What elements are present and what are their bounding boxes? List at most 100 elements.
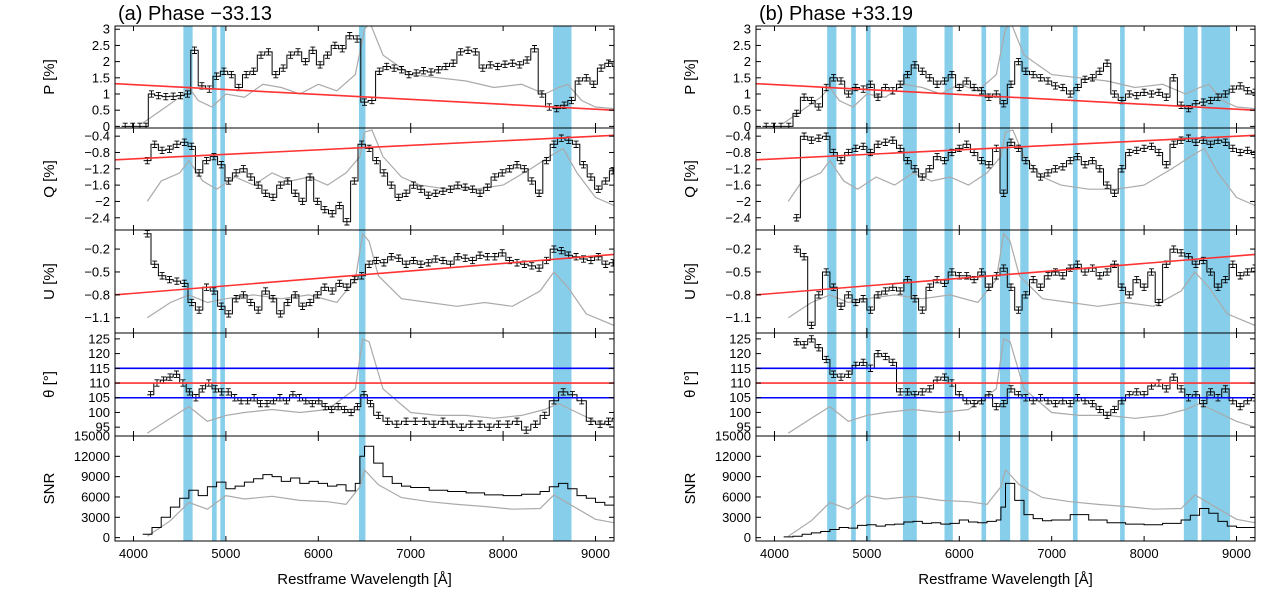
- data-point: [808, 136, 814, 144]
- y-tick-label: 125: [88, 331, 110, 346]
- data-point: [1208, 96, 1214, 105]
- data-point: [986, 93, 992, 101]
- shaded-band: [999, 230, 1011, 333]
- data-point: [143, 122, 149, 128]
- data-point: [544, 156, 549, 165]
- data-point: [949, 70, 955, 79]
- data-point: [1126, 148, 1132, 157]
- plot-area: [756, 333, 1255, 436]
- data-point: [403, 260, 409, 268]
- data-point: [897, 388, 903, 396]
- data-point: [462, 254, 468, 262]
- shaded-band: [999, 26, 1011, 128]
- data-point: [221, 67, 227, 75]
- data-point: [1097, 272, 1103, 280]
- x-axis-label: Restframe Wavelength [Å]: [918, 571, 1093, 588]
- data-point: [450, 59, 456, 67]
- data-point: [339, 45, 345, 53]
- data-point: [465, 46, 471, 54]
- shaded-band: [212, 333, 217, 436]
- data-point: [1126, 90, 1132, 98]
- data-point: [1075, 83, 1081, 92]
- panel-0: 00.51 1.522.53 P [%]: [682, 22, 1256, 134]
- data-point: [376, 67, 382, 75]
- panel-1: −0.4−0.8−1.2 −1.6−2−2.4 Q [%]: [41, 127, 615, 231]
- flux-line: [787, 468, 1255, 537]
- data-point: [277, 310, 283, 318]
- data-point: [912, 295, 918, 303]
- data-point: [1052, 165, 1058, 173]
- data-point: [307, 298, 313, 307]
- data-point: [964, 140, 970, 148]
- data-point: [204, 156, 209, 165]
- y-tick-label: −1.2: [725, 161, 751, 176]
- shaded-band: [220, 128, 225, 230]
- data-point: [816, 103, 822, 111]
- data-point: [240, 165, 246, 173]
- data-point: [1156, 88, 1162, 97]
- data-point: [189, 298, 195, 307]
- data-point: [603, 177, 609, 185]
- data-point: [1245, 268, 1251, 276]
- y-tick-label: −2: [95, 194, 110, 209]
- data-point: [1008, 385, 1014, 393]
- data-point: [477, 189, 483, 197]
- data-point: [322, 402, 328, 411]
- data-point: [838, 373, 844, 381]
- data-point: [838, 156, 844, 165]
- y-tick-label: 95: [96, 420, 110, 435]
- y-tick-label: 15000: [715, 429, 751, 444]
- data-point: [455, 181, 461, 189]
- data-point: [1163, 161, 1169, 169]
- data-point: [1015, 57, 1021, 66]
- data-point: [496, 420, 501, 428]
- data-point: [1237, 402, 1243, 411]
- shaded-band: [358, 230, 366, 333]
- data-point: [1097, 405, 1103, 414]
- y-tick-label: 0.5: [733, 103, 751, 118]
- data-point: [440, 187, 446, 195]
- data-point: [979, 156, 984, 165]
- data-point: [942, 156, 947, 165]
- data-point: [979, 87, 984, 95]
- data-point: [403, 189, 409, 197]
- data-point: [174, 277, 180, 285]
- reference-line-isp: [115, 134, 614, 161]
- data-point: [971, 83, 977, 92]
- y-tick-label: 6000: [722, 489, 751, 504]
- data-point: [860, 295, 866, 303]
- data-point: [927, 283, 933, 291]
- y-axis-label: SNR: [41, 472, 58, 504]
- reference-line-isp: [756, 82, 1255, 111]
- reference-line-isp: [756, 253, 1255, 296]
- plot-area: [783, 436, 1255, 541]
- y-tick-label: 6000: [81, 489, 110, 504]
- data-point: [993, 402, 999, 411]
- y-axis-label: Q [%]: [682, 160, 699, 198]
- data-point: [1060, 83, 1066, 92]
- data-point: [588, 173, 594, 181]
- data-point: [1208, 140, 1214, 148]
- data-point: [170, 92, 176, 100]
- data-point: [551, 245, 557, 253]
- shaded-band: [827, 436, 837, 541]
- x-tick-label: 4000: [760, 546, 789, 561]
- data-point: [927, 74, 933, 82]
- data-point: [897, 144, 903, 153]
- data-point: [263, 287, 269, 295]
- data-point: [137, 122, 143, 128]
- shaded-band: [1020, 128, 1029, 230]
- data-point: [421, 67, 427, 75]
- data-point: [470, 185, 476, 193]
- data-point: [1134, 388, 1140, 396]
- data-point: [1163, 93, 1169, 101]
- data-point: [433, 255, 439, 263]
- shaded-band: [999, 128, 1011, 230]
- data-point: [413, 69, 419, 77]
- shaded-band: [827, 230, 837, 333]
- shaded-band: [212, 26, 217, 128]
- data-point: [167, 275, 172, 284]
- data-point: [329, 287, 335, 295]
- shaded-band: [827, 128, 837, 230]
